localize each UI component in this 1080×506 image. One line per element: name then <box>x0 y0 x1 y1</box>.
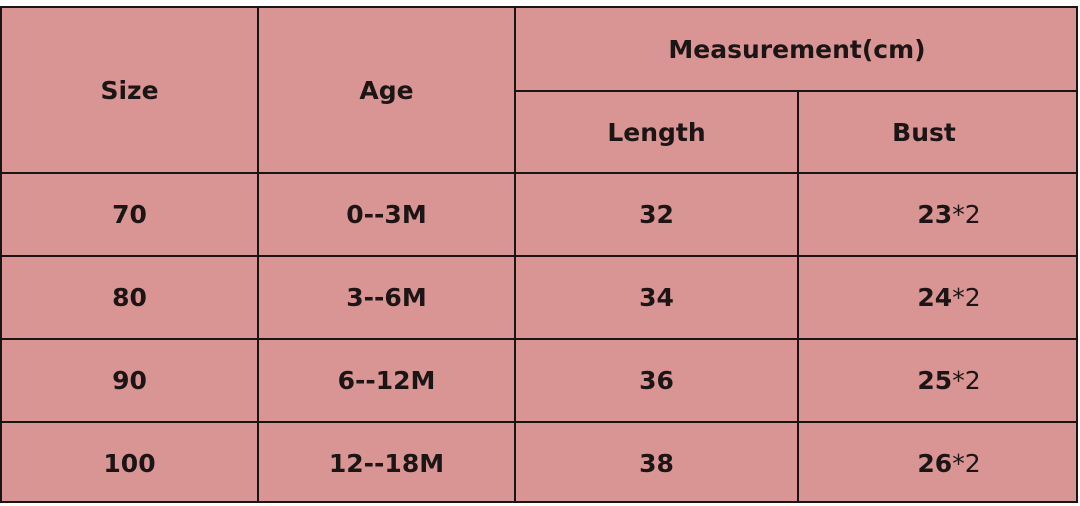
cell-length: 36 <box>639 366 674 395</box>
cell-bust: 23 *2 <box>799 174 1080 255</box>
row-divider <box>2 421 1078 423</box>
bust-value: 26 <box>917 448 953 478</box>
row-divider <box>2 338 1078 340</box>
cell-bust: 25 *2 <box>799 340 1080 421</box>
bust-multiplier: *2 <box>952 200 981 229</box>
header-age: Age <box>359 75 414 105</box>
header-measurement: Measurement(cm) <box>668 34 926 64</box>
cell-age: 0--3M <box>346 200 427 229</box>
column-divider <box>514 8 516 501</box>
bust-multiplier: *2 <box>952 366 981 395</box>
cell-age: 3--6M <box>346 283 427 312</box>
cell-bust: 26 *2 <box>799 423 1080 503</box>
bust-multiplier: *2 <box>952 283 981 312</box>
bust-value: 24 <box>917 283 953 312</box>
cell-length: 38 <box>639 448 674 478</box>
bust-value: 25 <box>917 366 953 395</box>
cell-bust: 24 *2 <box>799 257 1080 338</box>
cell-length: 32 <box>639 200 674 229</box>
header-bust: Bust <box>892 117 956 147</box>
row-divider <box>2 255 1078 257</box>
cell-age: 6--12M <box>337 366 436 395</box>
row-divider <box>2 172 1078 174</box>
cell-size: 70 <box>112 200 147 229</box>
cell-length: 34 <box>639 283 674 312</box>
bust-multiplier: *2 <box>952 448 981 478</box>
column-divider <box>257 8 259 501</box>
cell-size: 100 <box>103 448 156 478</box>
cell-age: 12--18M <box>328 448 445 478</box>
row-divider <box>514 90 1078 92</box>
cell-size: 80 <box>112 283 147 312</box>
column-divider <box>797 90 799 501</box>
header-size: Size <box>100 75 159 105</box>
size-chart-table: Size Age Measurement(cm) Length Bust 70 … <box>0 6 1078 503</box>
header-length: Length <box>607 117 706 147</box>
cell-size: 90 <box>112 366 147 395</box>
bust-value: 23 <box>917 200 953 229</box>
